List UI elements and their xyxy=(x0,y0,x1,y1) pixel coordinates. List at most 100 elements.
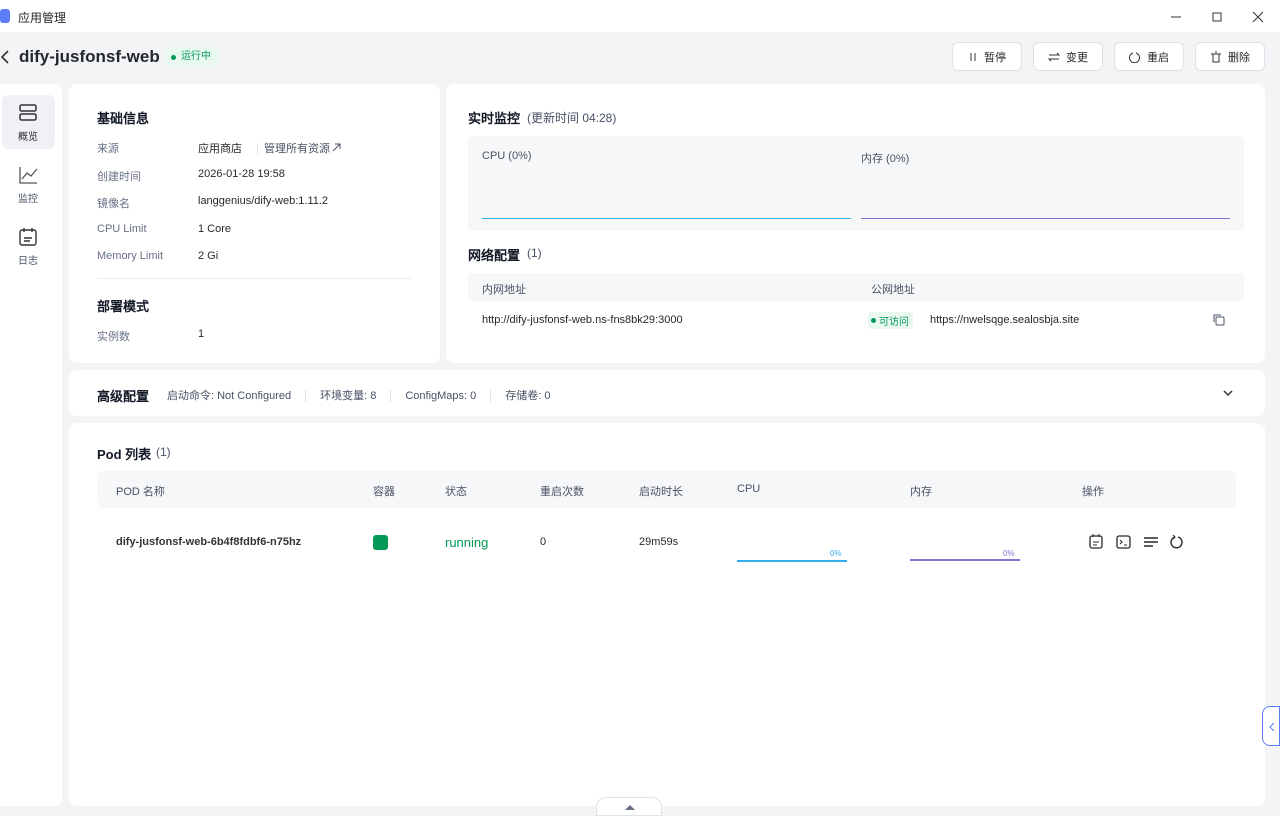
advanced-card: 高级配置 启动命令: Not Configured 环境变量: 8 ConfigMa… xyxy=(69,370,1265,416)
info-label: 来源 xyxy=(97,143,119,155)
update-time: (更新时间 04:28) xyxy=(527,111,617,125)
nav-monitor[interactable]: 监控 xyxy=(18,194,38,205)
info-label: 创建时间 xyxy=(97,170,141,183)
memory-line xyxy=(861,218,1230,219)
table-header: POD 名称 容器 状态 重启次数 启动时长 CPU 内存 操作 xyxy=(97,471,1236,508)
sidebar: 概览 监控 日志 xyxy=(0,84,62,806)
cpu-label: CPU (0%) xyxy=(482,150,532,162)
memory-usage: 0% xyxy=(1003,549,1015,558)
info-value: 应用商店 xyxy=(198,143,242,155)
chart-area: CPU (0%) 内存 (0%) xyxy=(468,136,1244,231)
link-text: 管理所有资源 xyxy=(264,143,330,155)
window-controls[interactable] xyxy=(1168,10,1268,24)
button-label: 变更 xyxy=(1066,51,1088,64)
info-label: CPU Limit xyxy=(97,222,147,235)
badge-text: 可访问 xyxy=(879,317,909,328)
monitor-card: 实时监控 (更新时间 04:28) CPU (0%) 内存 (0%) 网络配置 … xyxy=(446,84,1265,363)
bottom-drawer-toggle[interactable] xyxy=(596,797,662,816)
back-button[interactable] xyxy=(0,49,12,65)
public-address[interactable]: https://nwelsqge.sealosbja.site xyxy=(930,314,1080,326)
internal-address: http://dify-jusfonsf-web.ns-fns8bk29:300… xyxy=(482,314,683,326)
info-value: 1 Core xyxy=(198,222,232,235)
nav-overview[interactable]: 概览 xyxy=(18,132,38,143)
section-title: 高级配置 xyxy=(97,389,150,404)
advanced-item: 存储卷: 0 xyxy=(505,390,551,402)
section-title: 实时监控 xyxy=(468,111,521,126)
info-label: 实例数 xyxy=(97,331,130,343)
restart-button[interactable]: 重启 xyxy=(1114,42,1184,71)
status-text: 运行中 xyxy=(181,51,211,62)
advanced-items: 启动命令: Not Configured 环境变量: 8 ConfigMaps: 0… xyxy=(167,387,551,403)
icon xyxy=(625,805,635,810)
info-value: 2026-01-28 19:58 xyxy=(198,167,285,180)
restart-count: 0 xyxy=(540,536,547,548)
status-dot xyxy=(171,55,176,60)
nav-active-bg xyxy=(2,95,55,149)
container-indicator xyxy=(373,535,388,550)
app-name: dify-jusfonsf-web xyxy=(19,47,160,66)
divider xyxy=(305,390,307,403)
cpu-bar xyxy=(737,560,847,562)
icon xyxy=(970,52,976,61)
manage-link[interactable]: 管理所有资源 xyxy=(257,140,341,156)
nav-icon xyxy=(19,104,37,121)
info-label: Memory Limit xyxy=(97,250,164,262)
window-title: 应用管理 xyxy=(18,11,67,25)
change-button[interactable]: 变更 xyxy=(1033,42,1103,71)
section-title: 基础信息 xyxy=(97,111,150,126)
expand-button[interactable] xyxy=(1223,389,1233,397)
column-header: 内网地址 xyxy=(482,284,526,296)
pod-name: dify-jusfonsf-web-6b4f8fdbf6-n75hz xyxy=(116,536,302,548)
icon xyxy=(332,143,341,152)
column-header: 操作 xyxy=(1082,486,1104,498)
pod-count: (1) xyxy=(156,445,171,459)
info-value: langgenius/dify-web:1.11.2 xyxy=(198,195,329,207)
info-value: 1 xyxy=(198,328,205,340)
icon xyxy=(1129,52,1140,63)
section-title: 网络配置 xyxy=(468,248,521,263)
section-title: 部署模式 xyxy=(97,299,150,314)
status-badge: 运行中 xyxy=(165,47,219,67)
side-drawer-toggle[interactable] xyxy=(1262,706,1280,746)
app-icon xyxy=(0,9,10,23)
cpu-line xyxy=(482,218,851,219)
info-value: 2 Gi xyxy=(198,250,219,262)
icon xyxy=(1269,722,1275,732)
section-title: Pod 列表 xyxy=(97,447,152,462)
nav-logs[interactable]: 日志 xyxy=(18,256,38,267)
basic-info-card: 基础信息 来源 应用商店 创建时间 2026-01-28 19:58 镜像名 langge… xyxy=(69,84,440,363)
uptime: 29m59s xyxy=(639,536,679,548)
nav-icon xyxy=(19,228,37,246)
column-header: 状态 xyxy=(445,486,467,498)
memory-bar xyxy=(910,559,1020,561)
divider xyxy=(257,143,258,156)
status-dot xyxy=(871,318,876,323)
pod-actions[interactable] xyxy=(1088,534,1188,550)
column-header: 内存 xyxy=(910,486,932,498)
cpu-usage: 0% xyxy=(830,549,842,558)
divider xyxy=(490,390,492,403)
column-header: 公网地址 xyxy=(871,284,915,296)
nav-icon xyxy=(19,167,38,184)
icon xyxy=(1048,52,1060,61)
pod-status: running xyxy=(445,535,489,550)
button-label: 删除 xyxy=(1228,51,1250,64)
copy-button[interactable] xyxy=(1213,314,1225,326)
memory-label: 内存 (0%) xyxy=(861,153,910,165)
advanced-item: 启动命令: Not Configured xyxy=(167,390,292,402)
divider xyxy=(390,390,392,403)
divider xyxy=(97,278,411,279)
column-header: 容器 xyxy=(373,486,395,498)
pod-card: Pod 列表 (1) POD 名称 容器 状态 重启次数 启动时长 CPU 内存 操作 dif… xyxy=(69,423,1265,806)
advanced-item: 环境变量: 8 xyxy=(320,390,377,402)
title-bar: 应用管理 xyxy=(0,0,1280,32)
advanced-item: ConfigMaps: 0 xyxy=(405,390,477,402)
button-label: 重启 xyxy=(1147,51,1169,64)
access-badge: 可访问 xyxy=(868,312,913,329)
column-header: CPU xyxy=(737,483,761,495)
column-header: 启动时长 xyxy=(639,486,683,498)
delete-button[interactable]: 删除 xyxy=(1195,42,1265,71)
pause-button[interactable]: 暂停 xyxy=(952,42,1022,71)
